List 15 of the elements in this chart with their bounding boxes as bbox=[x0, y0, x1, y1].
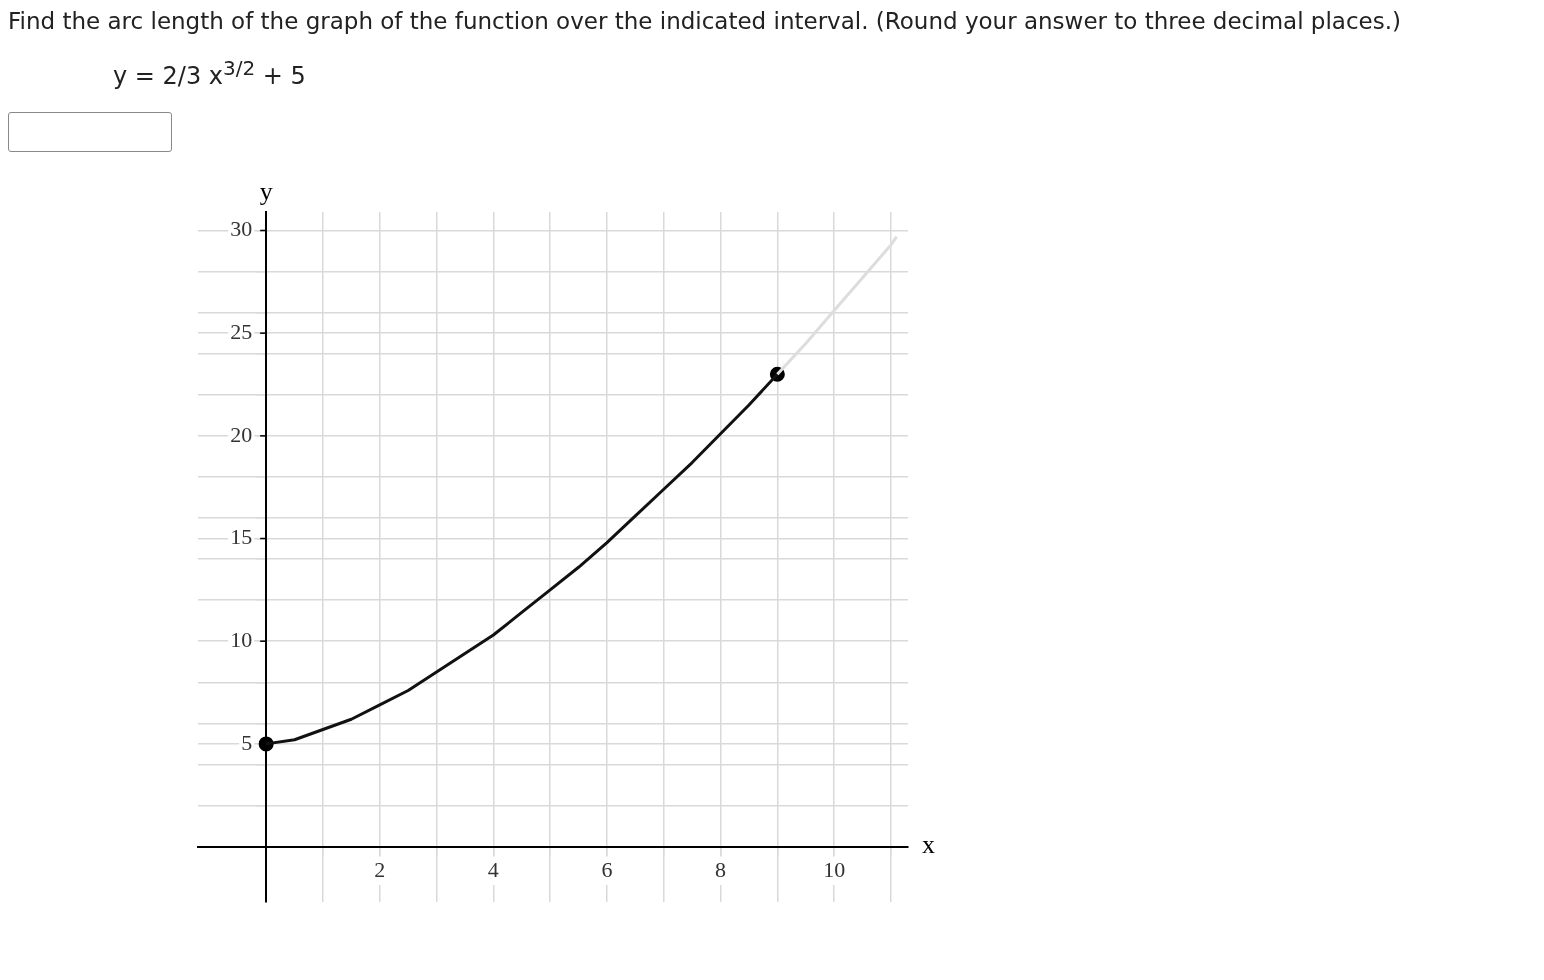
y-tick-label: 30 bbox=[230, 216, 253, 242]
y-tick-label: 10 bbox=[230, 626, 253, 652]
y-axis-title: y bbox=[259, 176, 273, 206]
y-tick-label: 20 bbox=[230, 421, 253, 447]
y-tick-label: 15 bbox=[230, 524, 253, 550]
y-tick-label: 25 bbox=[230, 318, 253, 344]
x-tick-label: 8 bbox=[715, 856, 727, 882]
x-tick-label: 4 bbox=[487, 856, 499, 882]
y-tick-label: 5 bbox=[241, 729, 253, 755]
chart-subtitle: y = 2/3 x$^{3/2}$ + 5 bbox=[113, 56, 307, 90]
x-tick-label: 6 bbox=[601, 856, 613, 882]
x-tick-label: 2 bbox=[374, 856, 386, 882]
chart-title: Find the arc length of the graph of the function over the indicated interval. (Round your answer to three decimal places.) bbox=[8, 8, 1402, 34]
x-axis-title: x bbox=[922, 830, 935, 860]
x-tick-label: 10 bbox=[823, 856, 846, 882]
